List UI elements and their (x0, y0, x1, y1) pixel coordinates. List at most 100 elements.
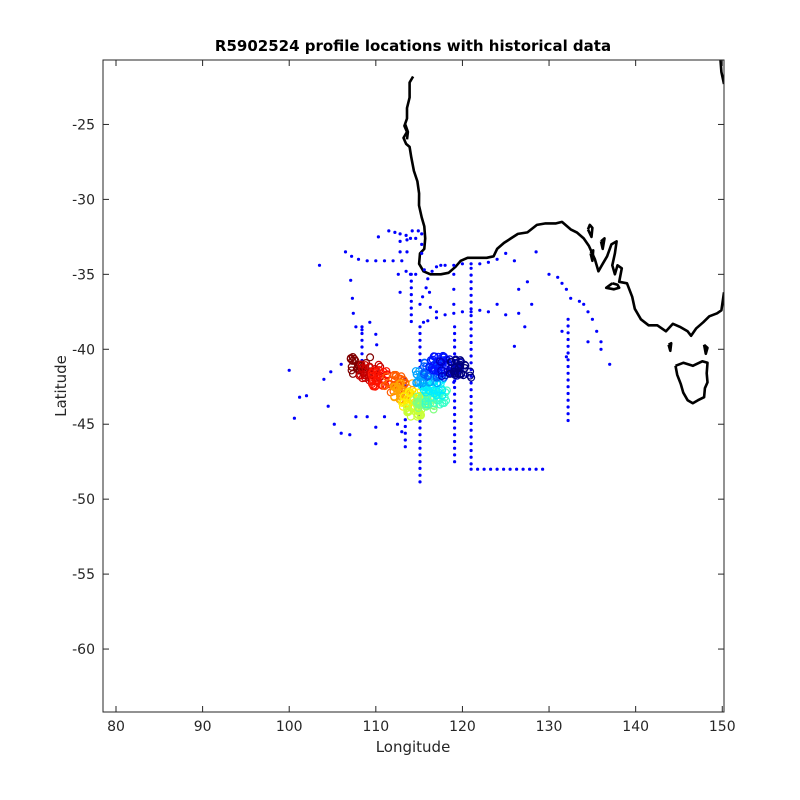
historical-profile-point (453, 331, 457, 336)
historical-profile-point (360, 328, 364, 332)
historical-profile-point (469, 314, 473, 318)
y-tick-label: -60 (72, 642, 95, 658)
historical-profile-point (418, 439, 422, 444)
historical-profile-point (566, 385, 570, 389)
coastline-segment (702, 343, 709, 356)
historical-profile-point (478, 262, 482, 266)
float-profile-marker (447, 358, 456, 367)
historical-profile-point (469, 287, 473, 291)
historical-profile-point (360, 345, 364, 349)
historical-profile-point (502, 467, 506, 471)
float-profile-marker (412, 392, 421, 401)
historical-profile-point (391, 259, 395, 263)
historical-profile-point (469, 448, 473, 453)
historical-profile-point (287, 368, 291, 372)
historical-profile-point (418, 453, 422, 457)
historical-profile-point (418, 480, 422, 484)
historical-profile-point (469, 340, 473, 345)
historical-profile-point (453, 399, 457, 403)
historical-profile-point (365, 259, 369, 263)
historical-profile-point (360, 325, 364, 329)
historical-profile-point (566, 358, 570, 362)
historical-profile-point (409, 313, 413, 317)
historical-profile-point (469, 361, 473, 365)
historical-profile-point (409, 299, 413, 303)
historical-profile-point (566, 337, 570, 342)
x-axis-label: Longitude (376, 738, 451, 756)
historical-profile-point (403, 418, 407, 422)
float-profile-marker (422, 362, 431, 371)
historical-profile-point (453, 446, 457, 450)
float-profile-marker (420, 370, 429, 379)
float-profile-marker (398, 398, 407, 407)
float-profile-marker (375, 366, 384, 375)
historical-profile-point (582, 302, 586, 306)
historical-profile-point (420, 251, 424, 255)
historical-profile-point (398, 290, 402, 294)
historical-profile-point (495, 257, 499, 261)
historical-profile-point (469, 435, 473, 439)
coastline-segment (404, 124, 410, 140)
historical-profile-point (504, 313, 508, 317)
historical-profile-point (414, 272, 418, 276)
historical-profile-point (469, 467, 473, 471)
float-profile-marker (434, 388, 443, 397)
historical-profile-point (595, 329, 599, 333)
historical-profile-point (566, 364, 570, 369)
historical-profile-point (408, 236, 413, 240)
historical-profile-point (469, 262, 473, 266)
historical-profile-point (564, 287, 569, 291)
coastline-segment (667, 342, 673, 353)
historical-profile-point (515, 467, 519, 471)
historical-profile-point (403, 445, 407, 449)
float-profile-marker (369, 366, 378, 375)
historical-profile-point (453, 352, 457, 356)
historical-profile-point (599, 347, 603, 351)
historical-profile-point (586, 310, 590, 314)
historical-profile-point (339, 362, 343, 366)
historical-profile-point (460, 310, 464, 314)
float-profile-marker (456, 362, 465, 371)
historical-profile-point (409, 306, 413, 310)
historical-profile-point (398, 239, 402, 243)
float-profile-marker (435, 400, 444, 409)
x-tick-label: 110 (362, 719, 389, 735)
historical-profile-point (560, 281, 564, 285)
x-tick-label: 90 (194, 719, 212, 735)
historical-profile-point (418, 466, 422, 470)
historical-profile-point (566, 418, 570, 423)
historical-profile-point (403, 424, 407, 429)
historical-profile-point (360, 331, 364, 336)
historical-profile-point (409, 272, 413, 276)
float-profile-marker (440, 399, 449, 408)
historical-profile-point (460, 262, 464, 266)
historical-profile-point (453, 406, 457, 410)
historical-profile-point (418, 345, 422, 349)
float-profile-marker (405, 406, 414, 415)
historical-profile-point (443, 313, 447, 317)
historical-profile-point (530, 302, 534, 306)
historical-profile-point (354, 325, 358, 329)
historical-profile-point (566, 398, 570, 402)
historical-profile-point (528, 467, 532, 471)
historical-profile-point (292, 416, 296, 420)
historical-profile-point (418, 446, 422, 450)
historical-profile-point (427, 290, 432, 294)
historical-profile-point (404, 233, 408, 237)
historical-profile-point (443, 263, 447, 267)
historical-profile-point (304, 394, 309, 398)
historical-profile-point (566, 317, 570, 321)
historical-profile-point (387, 229, 391, 233)
historical-profile-point (486, 310, 490, 314)
historical-profile-point (421, 320, 426, 324)
historical-profile-point (453, 338, 457, 342)
historical-profile-point (534, 467, 538, 471)
historical-profile-point (566, 371, 570, 375)
historical-profile-point (469, 408, 473, 412)
historical-profile-point (339, 431, 343, 435)
historical-profile-point (469, 300, 473, 304)
historical-profile-point (349, 278, 353, 282)
float-profile-marker (411, 367, 420, 376)
coastline-segment (586, 223, 594, 239)
